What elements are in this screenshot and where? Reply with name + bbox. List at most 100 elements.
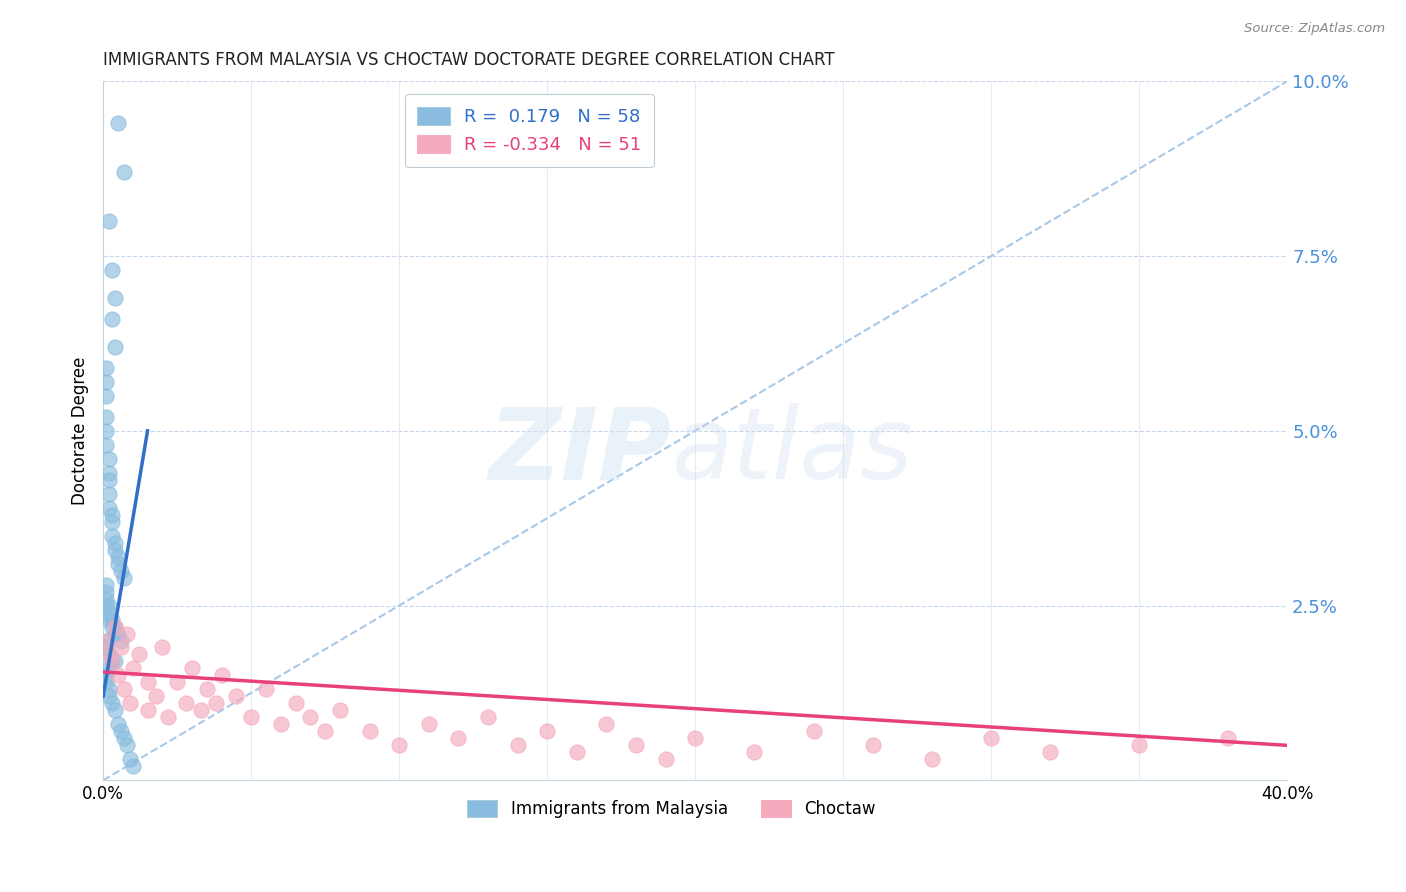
Text: Source: ZipAtlas.com: Source: ZipAtlas.com bbox=[1244, 22, 1385, 36]
Point bbox=[110, 564, 132, 578]
Point bbox=[98, 599, 121, 613]
Point bbox=[107, 549, 129, 564]
Point bbox=[104, 291, 127, 305]
Point bbox=[1039, 745, 1062, 759]
Point bbox=[107, 626, 129, 640]
Point bbox=[110, 640, 132, 655]
Point bbox=[595, 717, 617, 731]
Point bbox=[94, 640, 117, 655]
Point bbox=[98, 500, 121, 515]
Point bbox=[94, 360, 117, 375]
Point bbox=[101, 655, 124, 669]
Point bbox=[240, 710, 263, 724]
Point bbox=[107, 557, 129, 571]
Point bbox=[1128, 739, 1150, 753]
Point bbox=[94, 591, 117, 606]
Point bbox=[104, 703, 127, 717]
Point bbox=[536, 724, 558, 739]
Point bbox=[94, 389, 117, 403]
Point bbox=[181, 661, 204, 675]
Point bbox=[104, 542, 127, 557]
Point bbox=[104, 535, 127, 549]
Point bbox=[359, 724, 381, 739]
Point bbox=[104, 619, 127, 633]
Point bbox=[1216, 731, 1239, 746]
Point bbox=[744, 745, 766, 759]
Point bbox=[98, 451, 121, 466]
Point bbox=[654, 752, 676, 766]
Y-axis label: Doctorate Degree: Doctorate Degree bbox=[72, 357, 89, 505]
Point bbox=[145, 690, 167, 704]
Point bbox=[98, 473, 121, 487]
Point bbox=[166, 675, 188, 690]
Point bbox=[94, 599, 117, 613]
Point bbox=[94, 675, 117, 690]
Point bbox=[110, 724, 132, 739]
Point bbox=[112, 731, 135, 746]
Point bbox=[110, 633, 132, 648]
Point bbox=[104, 340, 127, 354]
Point bbox=[477, 710, 499, 724]
Point bbox=[803, 724, 825, 739]
Point bbox=[150, 640, 173, 655]
Point bbox=[112, 682, 135, 697]
Point bbox=[174, 697, 197, 711]
Legend: Immigrants from Malaysia, Choctaw: Immigrants from Malaysia, Choctaw bbox=[461, 793, 883, 824]
Point bbox=[101, 655, 124, 669]
Point bbox=[121, 759, 143, 773]
Point bbox=[921, 752, 943, 766]
Point bbox=[418, 717, 440, 731]
Text: ZIP: ZIP bbox=[488, 403, 672, 500]
Point bbox=[136, 675, 159, 690]
Point bbox=[101, 508, 124, 522]
Point bbox=[107, 668, 129, 682]
Text: IMMIGRANTS FROM MALAYSIA VS CHOCTAW DOCTORATE DEGREE CORRELATION CHART: IMMIGRANTS FROM MALAYSIA VS CHOCTAW DOCT… bbox=[103, 51, 835, 69]
Point bbox=[94, 668, 117, 682]
Point bbox=[118, 752, 141, 766]
Point bbox=[101, 697, 124, 711]
Point bbox=[118, 697, 141, 711]
Point bbox=[190, 703, 212, 717]
Point bbox=[314, 724, 336, 739]
Point bbox=[94, 438, 117, 452]
Point bbox=[98, 690, 121, 704]
Point bbox=[94, 584, 117, 599]
Point bbox=[101, 263, 124, 277]
Point bbox=[447, 731, 470, 746]
Point bbox=[104, 619, 127, 633]
Point bbox=[299, 710, 322, 724]
Point bbox=[624, 739, 647, 753]
Point bbox=[98, 606, 121, 620]
Point bbox=[94, 409, 117, 424]
Point bbox=[329, 703, 352, 717]
Point bbox=[211, 668, 233, 682]
Point bbox=[98, 648, 121, 662]
Point bbox=[101, 613, 124, 627]
Point bbox=[565, 745, 588, 759]
Point bbox=[94, 633, 117, 648]
Point bbox=[98, 466, 121, 480]
Point bbox=[683, 731, 706, 746]
Text: atlas: atlas bbox=[672, 403, 912, 500]
Point bbox=[121, 661, 143, 675]
Point bbox=[388, 739, 411, 753]
Point bbox=[98, 613, 121, 627]
Point bbox=[101, 529, 124, 543]
Point bbox=[115, 626, 138, 640]
Point bbox=[101, 619, 124, 633]
Point bbox=[506, 739, 529, 753]
Point bbox=[254, 682, 277, 697]
Point bbox=[101, 312, 124, 326]
Point bbox=[98, 682, 121, 697]
Point bbox=[98, 661, 121, 675]
Point bbox=[107, 116, 129, 130]
Point bbox=[980, 731, 1002, 746]
Point bbox=[157, 710, 180, 724]
Point bbox=[104, 655, 127, 669]
Point bbox=[98, 214, 121, 228]
Point bbox=[195, 682, 218, 697]
Point bbox=[270, 717, 292, 731]
Point bbox=[284, 697, 307, 711]
Point bbox=[94, 424, 117, 438]
Point bbox=[98, 648, 121, 662]
